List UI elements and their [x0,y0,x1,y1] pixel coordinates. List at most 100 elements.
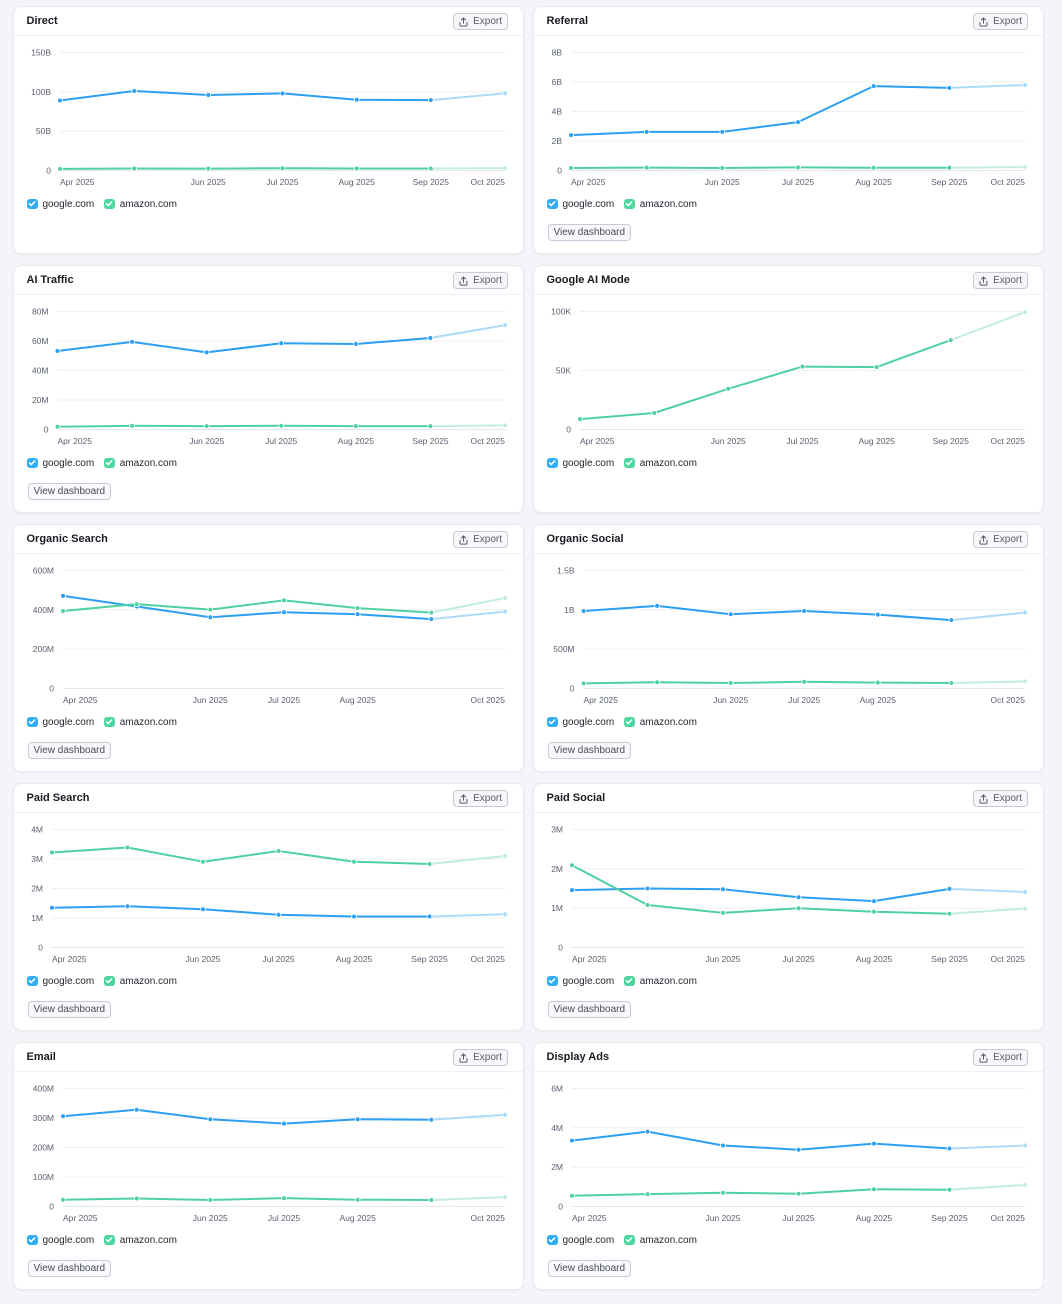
svg-text:60M: 60M [32,336,49,346]
svg-text:Oct 2025: Oct 2025 [471,1213,506,1223]
svg-text:40M: 40M [32,366,49,376]
svg-text:4B: 4B [552,107,563,117]
svg-text:50K: 50K [556,366,571,376]
svg-text:Sep 2025: Sep 2025 [931,1213,968,1223]
svg-text:Jul 2025: Jul 2025 [782,954,814,964]
svg-text:0: 0 [558,943,563,953]
svg-text:Jul 2025: Jul 2025 [786,436,818,446]
svg-text:Jul 2025: Jul 2025 [268,695,300,705]
svg-text:4M: 4M [31,825,43,835]
svg-text:Apr 2025: Apr 2025 [58,436,93,446]
svg-text:20M: 20M [32,395,49,405]
svg-text:Jun 2025: Jun 2025 [706,954,741,964]
svg-text:Aug 2025: Aug 2025 [858,436,895,446]
svg-text:Jun 2025: Jun 2025 [193,1213,228,1223]
svg-text:Aug 2025: Aug 2025 [339,1213,376,1223]
svg-text:200M: 200M [33,644,54,654]
svg-text:0: 0 [570,684,575,694]
svg-text:Sep 2025: Sep 2025 [931,177,968,187]
svg-text:100B: 100B [31,87,51,97]
svg-text:Jun 2025: Jun 2025 [706,1213,741,1223]
svg-text:Apr 2025: Apr 2025 [60,177,95,187]
svg-text:Jun 2025: Jun 2025 [186,954,221,964]
svg-text:Jul 2025: Jul 2025 [788,695,820,705]
svg-text:0: 0 [46,166,51,176]
svg-text:Sep 2025: Sep 2025 [413,177,450,187]
svg-text:1B: 1B [564,605,575,615]
svg-text:3M: 3M [551,825,563,835]
svg-text:Oct 2025: Oct 2025 [991,1213,1026,1223]
svg-text:Aug 2025: Aug 2025 [856,954,893,964]
svg-text:Aug 2025: Aug 2025 [855,177,892,187]
svg-text:Sep 2025: Sep 2025 [412,436,449,446]
svg-text:0: 0 [557,166,562,176]
svg-text:300M: 300M [33,1113,54,1123]
svg-text:1.5B: 1.5B [557,566,575,576]
svg-text:4M: 4M [551,1123,563,1133]
svg-text:8B: 8B [552,48,563,58]
svg-text:Aug 2025: Aug 2025 [338,177,375,187]
svg-text:Jul 2025: Jul 2025 [782,1213,814,1223]
svg-text:100K: 100K [551,307,571,317]
svg-text:0: 0 [44,425,49,435]
svg-text:6B: 6B [552,77,563,87]
svg-text:Apr 2025: Apr 2025 [572,954,607,964]
svg-text:Jul 2025: Jul 2025 [268,1213,300,1223]
svg-text:Apr 2025: Apr 2025 [580,436,615,446]
svg-text:Jun 2025: Jun 2025 [711,436,746,446]
svg-text:Oct 2025: Oct 2025 [991,695,1026,705]
svg-text:2M: 2M [551,1162,563,1172]
svg-text:Oct 2025: Oct 2025 [471,695,506,705]
svg-text:6M: 6M [551,1084,563,1094]
svg-text:Jun 2025: Jun 2025 [191,177,226,187]
svg-text:Jun 2025: Jun 2025 [713,695,748,705]
svg-text:80M: 80M [32,307,49,317]
svg-text:Oct 2025: Oct 2025 [991,954,1026,964]
svg-text:0: 0 [49,1202,54,1212]
svg-text:Aug 2025: Aug 2025 [336,954,373,964]
svg-text:Oct 2025: Oct 2025 [991,436,1026,446]
svg-text:2B: 2B [552,136,563,146]
svg-text:Sep 2025: Sep 2025 [411,954,448,964]
svg-text:Aug 2025: Aug 2025 [339,695,376,705]
svg-text:1M: 1M [31,913,43,923]
svg-text:150B: 150B [31,48,51,58]
svg-text:Apr 2025: Apr 2025 [63,695,98,705]
svg-text:Apr 2025: Apr 2025 [63,1213,98,1223]
svg-text:3M: 3M [31,854,43,864]
svg-text:Jul 2025: Jul 2025 [265,436,297,446]
svg-text:50B: 50B [36,126,51,136]
svg-text:200M: 200M [33,1143,54,1153]
svg-text:Apr 2025: Apr 2025 [571,177,606,187]
svg-text:Aug 2025: Aug 2025 [860,695,897,705]
svg-text:400M: 400M [33,605,54,615]
svg-text:Oct 2025: Oct 2025 [991,177,1026,187]
svg-text:600M: 600M [33,566,54,576]
svg-text:Aug 2025: Aug 2025 [338,436,375,446]
svg-text:100M: 100M [33,1172,54,1182]
svg-text:Sep 2025: Sep 2025 [931,954,968,964]
svg-text:400M: 400M [33,1084,54,1094]
svg-text:Oct 2025: Oct 2025 [471,177,506,187]
svg-text:Apr 2025: Apr 2025 [52,954,87,964]
svg-text:2M: 2M [551,864,563,874]
svg-text:0: 0 [38,943,43,953]
svg-text:Sep 2025: Sep 2025 [933,436,970,446]
svg-text:Jul 2025: Jul 2025 [266,177,298,187]
svg-text:Jul 2025: Jul 2025 [782,177,814,187]
svg-text:Oct 2025: Oct 2025 [471,436,506,446]
svg-text:0: 0 [558,1202,563,1212]
svg-text:Apr 2025: Apr 2025 [572,1213,607,1223]
svg-text:0: 0 [566,425,571,435]
svg-text:Oct 2025: Oct 2025 [471,954,506,964]
svg-text:Apr 2025: Apr 2025 [584,695,619,705]
svg-text:Jul 2025: Jul 2025 [262,954,294,964]
svg-text:500M: 500M [553,644,574,654]
svg-text:Jun 2025: Jun 2025 [193,695,228,705]
svg-text:0: 0 [49,684,54,694]
svg-text:Aug 2025: Aug 2025 [856,1213,893,1223]
svg-text:1M: 1M [551,903,563,913]
svg-text:2M: 2M [31,884,43,894]
svg-text:Jun 2025: Jun 2025 [189,436,224,446]
svg-text:Jun 2025: Jun 2025 [705,177,740,187]
